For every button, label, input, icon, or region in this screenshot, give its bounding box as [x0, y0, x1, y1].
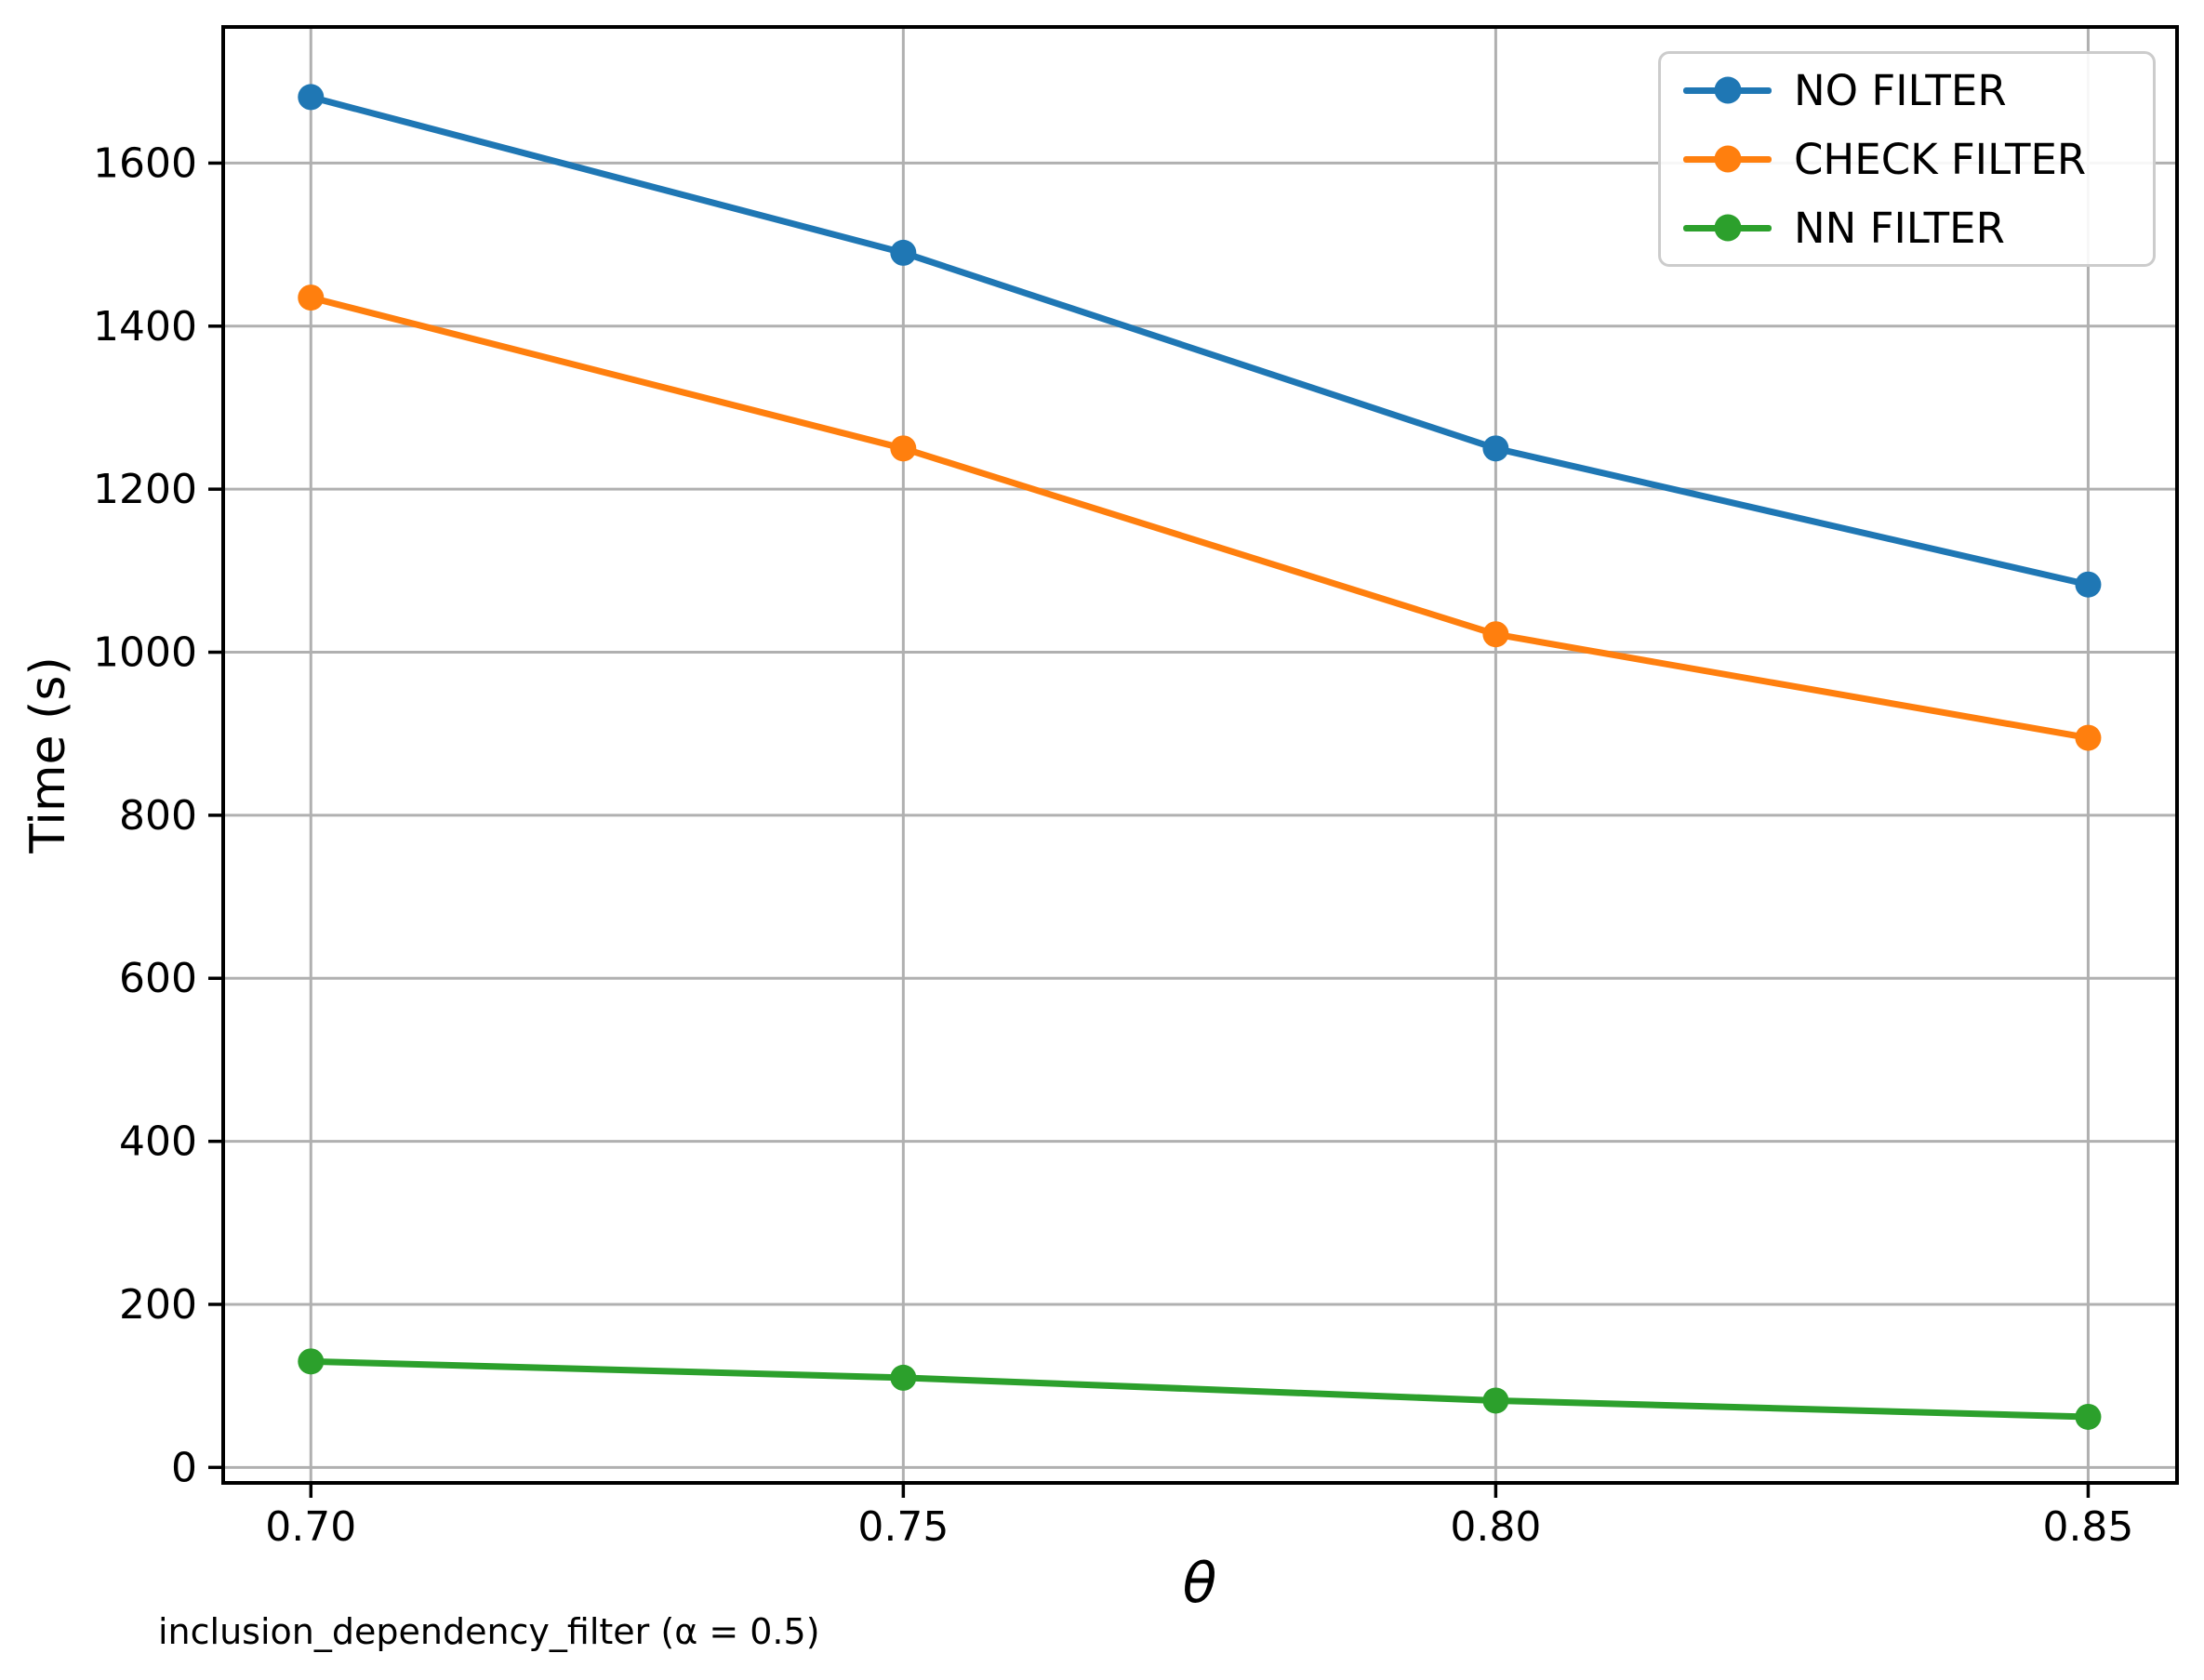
legend-line-sample [1683, 214, 1772, 242]
data-point-check-filter [298, 284, 325, 311]
legend-item-check-filter: CHECK FILTER [1661, 126, 2153, 192]
data-point-check-filter [2075, 724, 2102, 751]
legend-label: NO FILTER [1794, 65, 2007, 115]
y-axis-label: Time (s) [20, 656, 76, 853]
legend-item-nn-filter: NN FILTER [1661, 195, 2153, 260]
plot-border [221, 25, 2179, 1485]
data-point-nn-filter [2075, 1403, 2102, 1430]
legend-marker-icon [1714, 214, 1741, 242]
x-tick-label: 0.80 [1450, 1503, 1541, 1551]
legend-item-no-filter: NO FILTER [1661, 58, 2153, 123]
legend-line-sample [1683, 76, 1772, 104]
x-tick-label: 0.75 [857, 1503, 949, 1551]
y-tick-label: 800 [119, 792, 197, 840]
data-point-no-filter [890, 239, 917, 266]
y-tick-label: 1600 [93, 139, 197, 187]
x-tick-label: 0.70 [265, 1503, 356, 1551]
y-tick-label: 1000 [93, 629, 197, 677]
series-line-check-filter [307, 294, 2091, 742]
legend-marker-icon [1714, 145, 1741, 173]
series-line-no-filter [307, 93, 2091, 589]
y-tick-label: 600 [119, 955, 197, 1002]
y-tick-label: 1200 [93, 466, 197, 513]
data-point-no-filter [1482, 435, 1509, 462]
legend-label: NN FILTER [1794, 203, 2005, 253]
data-point-no-filter [2075, 571, 2102, 598]
y-tick-label: 1400 [93, 303, 197, 351]
y-tick-label: 200 [119, 1281, 197, 1329]
x-axis-label: θ [1182, 1551, 1217, 1616]
data-point-nn-filter [298, 1348, 325, 1375]
legend-label: CHECK FILTER [1794, 134, 2087, 184]
legend-line-sample [1683, 145, 1772, 173]
data-point-nn-filter [890, 1364, 917, 1391]
data-point-check-filter [1482, 621, 1509, 648]
series-line-nn-filter [307, 1357, 2091, 1421]
legend: NO FILTER CHECK FILTER NN FILTER [1658, 51, 2156, 267]
x-tick-label: 0.85 [2042, 1503, 2133, 1551]
data-point-nn-filter [1482, 1387, 1509, 1414]
data-point-no-filter [298, 84, 325, 111]
y-tick-label: 400 [119, 1118, 197, 1166]
data-point-check-filter [890, 435, 917, 462]
legend-marker-icon [1714, 76, 1741, 104]
figure-caption: inclusion_dependency_filter (α = 0.5) [158, 1611, 820, 1652]
y-tick-label: 0 [171, 1444, 197, 1491]
